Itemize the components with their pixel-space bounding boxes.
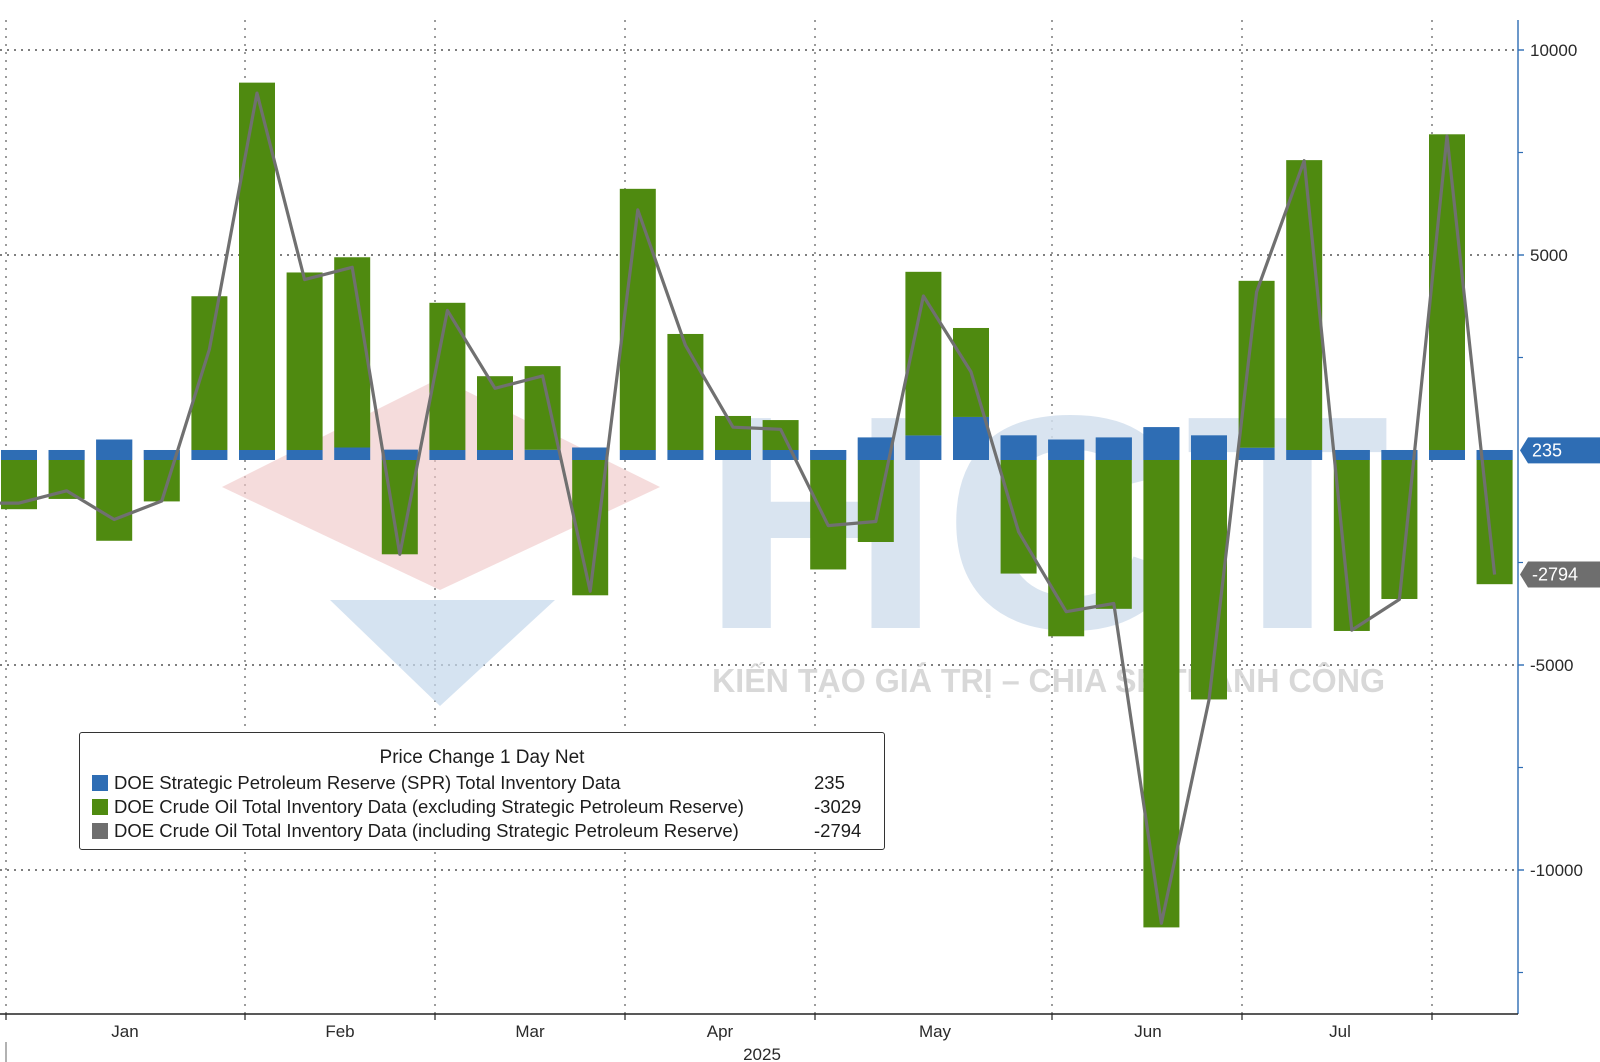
legend-swatch-crude-incl-spr xyxy=(92,823,108,839)
legend-title: Price Change 1 Day Net xyxy=(379,747,585,768)
spr-bar xyxy=(1429,449,1465,460)
crude-ex-spr-bar xyxy=(715,415,751,450)
spr-bar xyxy=(429,449,466,460)
spr-bar xyxy=(715,449,751,460)
watermark-logo-upper xyxy=(222,378,660,590)
total-inventory-line xyxy=(0,91,1497,925)
total-line-path xyxy=(0,91,1497,925)
last-value-text: -2794 xyxy=(1532,565,1578,585)
x-tick-label: Jun xyxy=(1134,1022,1161,1041)
y-axis-ticks: 10000 5000 -5000 -10000 xyxy=(1518,41,1583,974)
legend-swatch-spr xyxy=(92,775,108,791)
legend-value-spr: 235 xyxy=(814,772,845,793)
spr-bar-cap xyxy=(1143,427,1180,460)
spr-bar-cap xyxy=(96,439,133,460)
spr-bar xyxy=(905,435,942,460)
crude-ex-spr-bar xyxy=(810,460,847,570)
legend: Price Change 1 Day Net DOE Strategic Pet… xyxy=(79,732,885,850)
x-tick-label: Apr xyxy=(707,1022,734,1041)
crude-ex-spr-bar xyxy=(1429,134,1465,450)
spr-bars-overlay xyxy=(1,427,1513,460)
spr-bar xyxy=(1286,449,1323,460)
spr-bar xyxy=(667,449,704,460)
x-year-label: 2025 xyxy=(743,1045,781,1062)
crude-ex-spr-bar xyxy=(1238,280,1275,448)
spr-bar-cap xyxy=(1333,449,1370,460)
spr-bar xyxy=(953,416,989,460)
y-tick-label: 10000 xyxy=(1530,41,1577,60)
spr-bar-cap xyxy=(1,449,37,460)
x-tick-label: Feb xyxy=(325,1022,354,1041)
legend-name-crude-ex-spr: DOE Crude Oil Total Inventory Data (excl… xyxy=(114,796,744,817)
crude-ex-spr-bar xyxy=(1286,160,1323,450)
x-tick-label: May xyxy=(919,1022,952,1041)
legend-swatch-crude-ex-spr xyxy=(92,799,108,815)
spr-bar-cap xyxy=(1191,435,1227,460)
legend-item-spr: DOE Strategic Petroleum Reserve (SPR) To… xyxy=(80,771,884,795)
x-axis-ticks: Jan Feb Mar Apr May Jun Jul 2025 xyxy=(5,1014,1433,1062)
last-value-labels: 235 -2794 xyxy=(1520,437,1600,588)
x-tick-label: Jan xyxy=(111,1022,138,1041)
crude-ex-spr-bar xyxy=(762,420,799,450)
crude-ex-spr-bar xyxy=(619,188,656,450)
legend-name-spr: DOE Strategic Petroleum Reserve (SPR) To… xyxy=(114,772,621,793)
last-value-tag xyxy=(1520,437,1600,464)
crude-ex-spr-bar xyxy=(143,460,180,502)
crude-ex-spr-bar xyxy=(1095,460,1132,609)
last-value-text: 235 xyxy=(1532,440,1562,460)
legend-value-crude-ex-spr: -3029 xyxy=(814,796,862,817)
watermark-logo-lower xyxy=(330,600,555,706)
spr-bar xyxy=(239,449,275,460)
y-tick-label: 5000 xyxy=(1530,246,1568,265)
spr-bar xyxy=(191,449,228,460)
spr-bar xyxy=(762,449,799,460)
crude-ex-spr-bar xyxy=(286,272,323,450)
spr-bar-cap xyxy=(1000,435,1037,460)
legend-item-crude-incl-spr: DOE Crude Oil Total Inventory Data (incl… xyxy=(80,819,884,843)
crude-ex-spr-bar xyxy=(334,257,371,448)
legend-value-crude-incl-spr: -2794 xyxy=(814,820,862,841)
spr-bar-cap xyxy=(48,449,85,460)
crude-ex-spr-bar xyxy=(96,460,133,541)
spr-bar-cap xyxy=(143,449,180,460)
spr-bar-cap xyxy=(810,449,847,460)
spr-bar-cap xyxy=(1476,449,1513,460)
spr-bar-cap xyxy=(381,449,418,460)
y-tick-label: -10000 xyxy=(1530,861,1583,880)
spr-bar xyxy=(286,449,323,460)
last-value-tag xyxy=(1520,561,1600,588)
crude-ex-spr-bar xyxy=(1333,460,1370,631)
legend-name-crude-incl-spr: DOE Crude Oil Total Inventory Data (incl… xyxy=(114,820,739,841)
crude-ex-spr-bar xyxy=(667,333,704,450)
spr-bar xyxy=(524,449,561,460)
legend-item-crude-ex-spr: DOE Crude Oil Total Inventory Data (excl… xyxy=(80,795,884,819)
crude-ex-spr-bar xyxy=(1048,460,1085,637)
spr-bar-cap xyxy=(572,447,609,460)
spr-bar xyxy=(619,449,656,460)
x-tick-label: Mar xyxy=(515,1022,545,1041)
spr-bar-cap xyxy=(1048,439,1085,460)
y-tick-label: -5000 xyxy=(1530,656,1573,675)
spr-bar xyxy=(477,449,513,460)
spr-bar-cap xyxy=(1095,437,1132,460)
crude-ex-spr-bar xyxy=(191,296,228,450)
x-tick-label: Jul xyxy=(1329,1022,1351,1041)
spr-bar-cap xyxy=(857,437,894,460)
spr-bar xyxy=(334,447,371,460)
crude-ex-spr-bar xyxy=(857,460,894,542)
spr-bar xyxy=(1238,447,1275,460)
watermark-slogan: KIẾN TẠO GIÁ TRỊ – CHIA SẺ THÀNH CÔNG xyxy=(712,661,1385,699)
crude-ex-spr-bar xyxy=(1000,460,1037,574)
axes xyxy=(0,20,1519,1062)
crude-ex-spr-bar xyxy=(1191,460,1227,700)
spr-bar-cap xyxy=(1381,449,1418,460)
